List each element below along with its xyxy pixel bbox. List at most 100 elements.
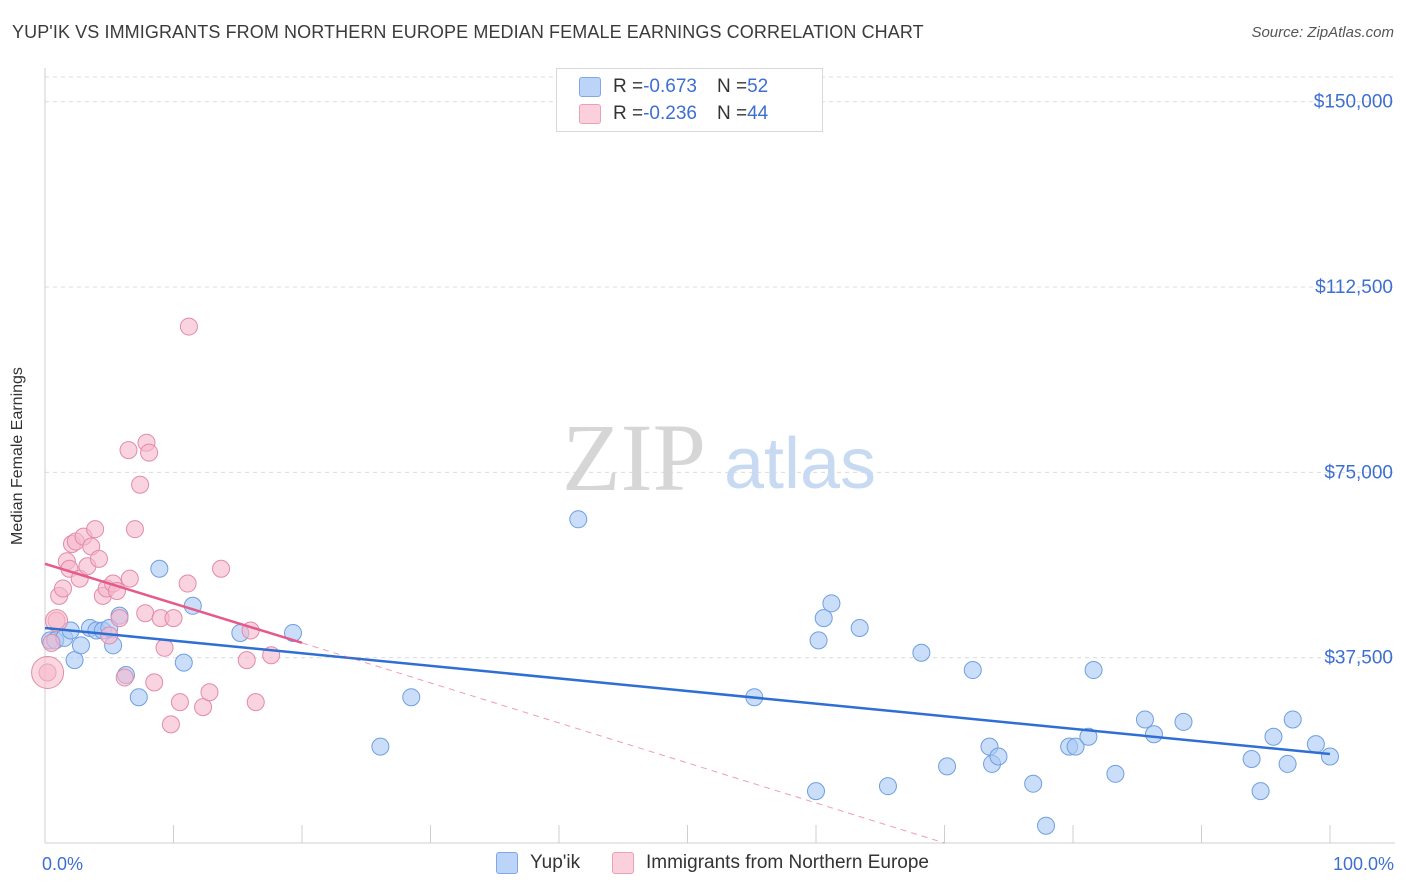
- legend-r-value: -0.236: [643, 103, 697, 124]
- northern-europe-point: [86, 520, 105, 539]
- northern-europe-point: [155, 638, 174, 657]
- yupik-point: [807, 782, 825, 801]
- yupik-point: [878, 777, 897, 796]
- legend-label-yupik: Yup'ik: [530, 852, 581, 873]
- northern-europe-point: [164, 609, 183, 628]
- series-legend: Yup'ik Immigrants from Northern Europe: [0, 852, 1406, 876]
- yupik-point: [963, 661, 982, 680]
- watermark-atlas: atlas: [724, 424, 876, 504]
- yupik-point: [1084, 661, 1103, 680]
- yupik-point: [1321, 747, 1339, 766]
- yupik-point: [850, 619, 869, 638]
- legend-r-label: R =: [613, 76, 644, 97]
- yupik-point: [65, 651, 84, 670]
- legend-r-value: -0.673: [643, 76, 697, 97]
- yupik-point: [1264, 727, 1283, 746]
- yupik-point: [371, 737, 390, 756]
- yupik-point: [1024, 774, 1043, 793]
- legend-n-label: N =: [716, 103, 748, 124]
- northern-europe-point: [212, 559, 231, 578]
- yupik-point: [1278, 754, 1297, 773]
- yupik-point: [1306, 735, 1325, 754]
- yupik-point: [1135, 710, 1154, 729]
- northern-europe-point: [145, 673, 164, 692]
- northern-europe-point: [178, 574, 197, 593]
- y-tick-label: $112,500: [1315, 277, 1393, 298]
- yupik-point: [938, 757, 957, 776]
- legend-row-northern-europe: R = -0.236 N = 44: [579, 103, 768, 125]
- x-tick-label: 100.0%: [1333, 854, 1394, 874]
- yupik-point: [822, 594, 841, 613]
- yupik-point: [71, 636, 90, 655]
- northern-europe-point: [42, 633, 61, 652]
- watermark: ZIP atlas: [562, 404, 876, 511]
- trend-line-northern-europe-extension: [301, 642, 945, 844]
- yupik-point: [912, 643, 931, 662]
- yupik-point: [1251, 782, 1270, 801]
- yupik-point: [1037, 816, 1056, 835]
- yupik-point: [1174, 712, 1193, 731]
- yupik-point: [129, 688, 148, 707]
- yupik-point: [1242, 749, 1261, 768]
- chart-title: YUP'IK VS IMMIGRANTS FROM NORTHERN EUROP…: [12, 22, 924, 42]
- legend-swatch-northern-europe: [612, 852, 634, 874]
- trend-line-northern-europe: [44, 562, 303, 645]
- trend-lines: [44, 562, 1331, 844]
- northern-europe-point: [170, 693, 189, 712]
- yupik-point: [284, 623, 303, 642]
- northern-europe-point-large: [31, 656, 65, 690]
- northern-europe-point: [120, 569, 139, 588]
- northern-europe-point: [140, 443, 159, 462]
- series-northern-europe-points: [31, 317, 281, 734]
- legend-n-label: N =: [716, 76, 748, 97]
- y-axis-label: Median Female Earnings: [9, 367, 26, 545]
- x-tick-labels: 0.0% 100.0%: [42, 854, 1394, 874]
- y-tick-label: $75,000: [1324, 462, 1393, 483]
- yupik-point: [989, 747, 1008, 766]
- y-tick-label: $37,500: [1324, 648, 1393, 669]
- northern-europe-point: [246, 693, 265, 712]
- correlation-legend: R = -0.673 N = 52 R = -0.236 N = 44: [556, 68, 823, 132]
- northern-europe-point: [115, 668, 134, 687]
- northern-europe-point: [89, 549, 108, 568]
- legend-swatch-northern-europe: [579, 104, 601, 124]
- yupik-point: [809, 631, 828, 650]
- northern-europe-point: [179, 317, 198, 336]
- yupik-point: [402, 688, 421, 707]
- yupik-point: [569, 510, 588, 529]
- x-tick-label: 0.0%: [42, 854, 83, 874]
- northern-europe-point: [200, 683, 219, 702]
- yupik-point: [1066, 737, 1085, 756]
- northern-europe-point: [110, 609, 129, 628]
- northern-europe-point: [125, 520, 144, 539]
- yupik-point: [174, 653, 193, 672]
- yupik-point: [1283, 710, 1302, 729]
- trend-line-yupik: [44, 626, 1331, 756]
- northern-europe-point: [237, 651, 256, 670]
- legend-label-northern-europe: Immigrants from Northern Europe: [646, 852, 929, 873]
- series-yupik-points: [41, 510, 1339, 835]
- legend-n-value: 44: [747, 103, 769, 124]
- northern-europe-point: [119, 441, 138, 460]
- yupik-point: [814, 609, 833, 628]
- axes: [44, 68, 1395, 844]
- grid-lines: [45, 76, 1395, 659]
- yupik-point: [1106, 764, 1125, 783]
- northern-europe-point: [194, 698, 213, 717]
- northern-europe-point: [131, 475, 150, 494]
- yupik-point: [1144, 725, 1163, 744]
- legend-item-yupik: Yup'ik: [496, 852, 580, 874]
- y-tick-label: $150,000: [1314, 92, 1393, 113]
- northern-europe-point: [161, 715, 180, 734]
- legend-swatch-yupik: [579, 77, 601, 97]
- legend-n-value: 52: [747, 76, 769, 97]
- northern-europe-point: [53, 579, 72, 598]
- yupik-point: [1079, 727, 1098, 746]
- yupik-point: [150, 559, 169, 578]
- legend-r-label: R =: [613, 103, 644, 124]
- watermark-zip: ZIP: [562, 404, 706, 511]
- source-label: Source: ZipAtlas.com: [1251, 24, 1394, 41]
- northern-europe-point: [136, 604, 155, 623]
- northern-europe-point-medium: [45, 609, 69, 633]
